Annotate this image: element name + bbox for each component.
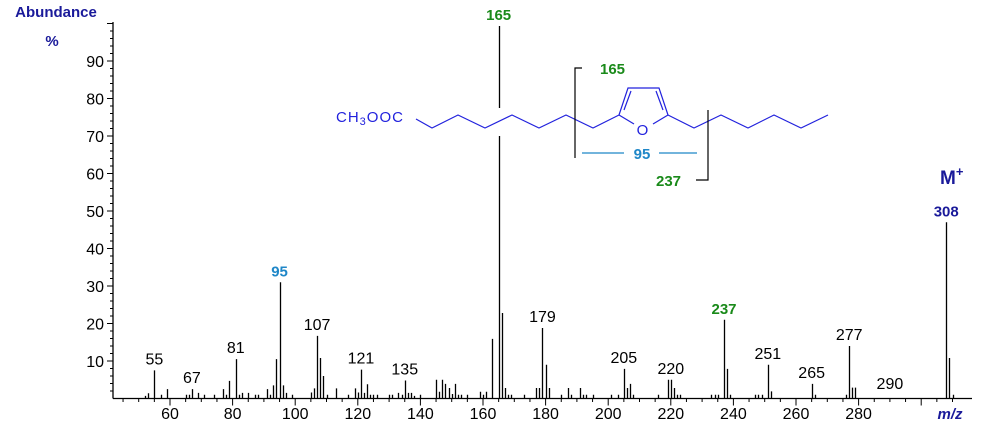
alkyl-chain-left [415, 114, 620, 129]
peak-labels: 55 67 81 95 107 121 135 165 179 205 220 237 251 265 27… [145, 7, 958, 393]
x-axis-label: m/z [937, 406, 963, 423]
peak-label-251: 251 [754, 346, 781, 363]
peak-bars [144, 26, 955, 399]
bar-break-mask [495, 108, 507, 136]
x-tick-label: 200 [595, 406, 622, 423]
fragment-165-bracket [574, 67, 582, 158]
x-tick-label: 160 [470, 406, 497, 423]
x-tick-label: 80 [224, 406, 242, 423]
x-tick-label: 220 [657, 406, 684, 423]
peak-label-67: 67 [183, 370, 201, 387]
peak-label-179: 179 [529, 309, 556, 326]
ester-group-label: CH3OOC [336, 109, 404, 128]
x-tick-label: 260 [783, 406, 810, 423]
y-tick-label: 30 [86, 279, 104, 296]
fragment-237-bracket [696, 110, 709, 181]
furan-bond-o-left [618, 114, 635, 125]
y-tick-label: 70 [86, 129, 104, 146]
molecular-ion-label: M+ [940, 164, 964, 189]
x-tick-label: 180 [532, 406, 559, 423]
peak-label-135: 135 [391, 362, 418, 379]
y-axis-unit: % [45, 33, 58, 50]
y-tick-label: 60 [86, 167, 104, 184]
furan-bond-o-right [652, 114, 669, 125]
peak-label-265: 265 [798, 365, 825, 382]
y-tick-label: 40 [86, 242, 104, 259]
y-tick-label: 50 [86, 204, 104, 221]
x-tick-label: 100 [282, 406, 309, 423]
y-axis-label: Abundance [15, 4, 97, 21]
peak-label-205: 205 [610, 350, 637, 367]
molecular-structure: CH3OOC O 165 237 95 [336, 61, 829, 190]
x-tick-label: 60 [161, 406, 179, 423]
peak-label-308: 308 [934, 203, 959, 220]
furan-double-bond-right [655, 90, 664, 111]
furan-ring-top [618, 87, 669, 116]
peak-label-81: 81 [227, 340, 245, 357]
furan-double-bond-left [623, 90, 632, 111]
peak-label-95: 95 [271, 263, 288, 280]
peak-label-277: 277 [836, 327, 863, 344]
fragment-165-label: 165 [600, 61, 625, 78]
x-tick-label: 280 [845, 406, 872, 423]
y-tick-label: 80 [86, 92, 104, 109]
alkyl-chain-right [667, 114, 829, 129]
peak-label-121: 121 [348, 351, 375, 368]
x-tick-label: 140 [407, 406, 434, 423]
peak-label-55: 55 [145, 351, 163, 368]
y-tick-label: 10 [86, 354, 104, 371]
x-tick-label: 240 [720, 406, 747, 423]
x-tick-label: 120 [344, 406, 371, 423]
fragment-95-label: 95 [634, 146, 651, 163]
peak-label-165: 165 [486, 7, 511, 24]
axes: 10 20 30 40 50 60 70 80 90 60 80 100 120 140 160 180 200… [86, 22, 972, 423]
peak-label-290: 290 [877, 376, 904, 393]
fragment-237-label: 237 [656, 173, 681, 190]
peak-label-237: 237 [711, 301, 736, 318]
peak-label-107: 107 [304, 317, 331, 334]
peak-label-220: 220 [657, 361, 684, 378]
y-tick-label: 90 [86, 54, 104, 71]
furan-oxygen: O [637, 122, 650, 139]
y-tick-label: 20 [86, 317, 104, 334]
